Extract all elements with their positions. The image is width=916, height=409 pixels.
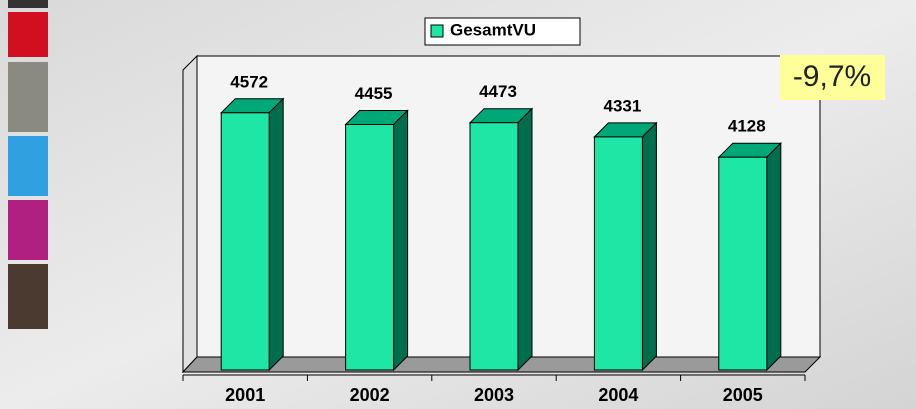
thumbnails [8, 0, 48, 329]
x-tick-label: 2005 [723, 385, 763, 405]
annotation: -9,7% [793, 60, 871, 93]
bar-front [470, 123, 518, 370]
bar [719, 143, 781, 370]
bar [221, 99, 283, 370]
bar [594, 123, 656, 370]
chart: GesamtVU -9,7% 2001 4572 2002 4455 2003 4473 2… [0, 0, 916, 409]
side-wall [183, 56, 197, 372]
value-label: 4331 [603, 96, 641, 115]
bar [470, 109, 532, 370]
bar-front [594, 137, 642, 370]
page: {"chart_data": {"type": "bar3d", "legend… [0, 0, 916, 409]
bar-front [719, 157, 767, 370]
value-label: 4572 [230, 72, 268, 91]
bar-side [394, 111, 408, 371]
x-tick-label: 2001 [225, 385, 265, 405]
legend-swatch [431, 25, 443, 37]
bar-front [221, 113, 269, 370]
bar-side [767, 143, 781, 370]
bar-front [346, 125, 394, 371]
value-label: 4473 [479, 82, 517, 101]
x-tick-label: 2003 [474, 385, 514, 405]
value-label: 4455 [355, 84, 393, 103]
value-label: 4128 [728, 117, 766, 136]
x-tick-label: 2002 [350, 385, 390, 405]
legend-label: GesamtVU [450, 20, 536, 39]
x-tick-label: 2004 [598, 385, 638, 405]
bar-side [269, 99, 283, 370]
bar [346, 111, 408, 371]
bar-side [642, 123, 656, 370]
bar-side [518, 109, 532, 370]
